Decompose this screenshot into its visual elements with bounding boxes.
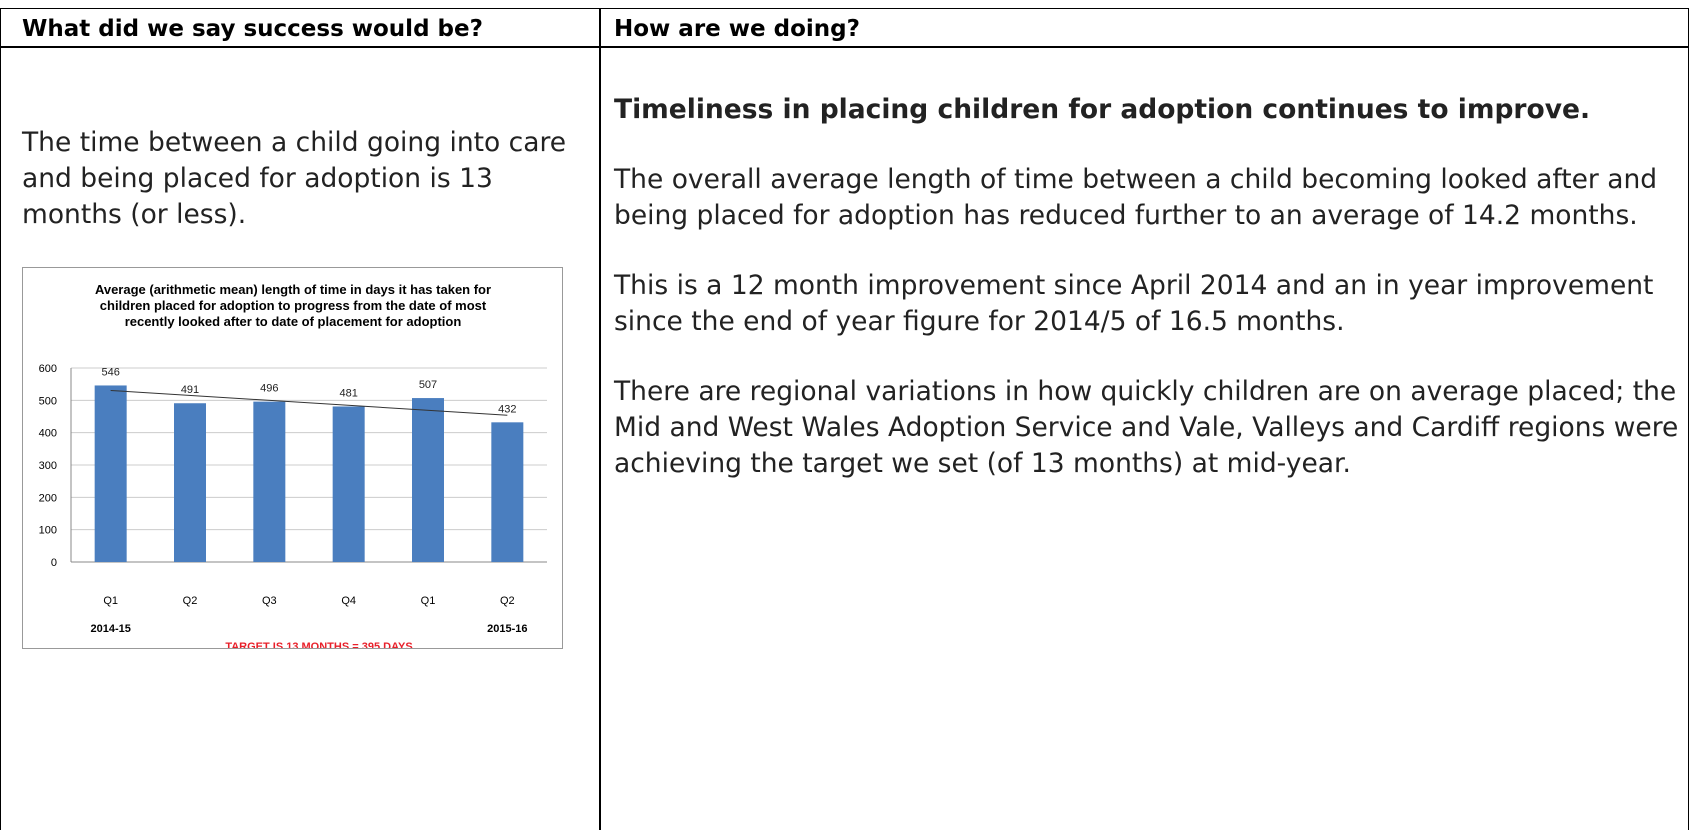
value-label: 496	[260, 383, 278, 395]
x-tick-label: Q1	[421, 595, 436, 607]
value-label: 546	[101, 366, 119, 378]
x-tick-label: Q3	[262, 595, 277, 607]
x-tick-label: Q1	[103, 595, 118, 607]
bar	[94, 385, 127, 562]
y-tick-label: 400	[39, 428, 57, 440]
bar	[491, 422, 524, 562]
paragraph: There are regional variations in how qui…	[614, 376, 1679, 479]
x-tick-label: Q2	[500, 595, 515, 607]
column-divider	[599, 8, 601, 830]
header-cell: What did we say success would be?	[22, 16, 483, 42]
chart-title: Average (arithmetic mean) length of time…	[94, 282, 492, 329]
header-divider	[0, 46, 1689, 48]
value-label: 491	[181, 384, 199, 396]
y-tick-label: 600	[39, 363, 57, 375]
paragraph: This is a 12 month improvement since Apr…	[614, 270, 1654, 337]
chart: 0 100 200 300 400 500 600 546 Q1 2014-15 491 Q2 496 Q…	[39, 363, 547, 648]
bar	[253, 401, 286, 562]
success-text: The time between a child going into care…	[22, 127, 567, 230]
y-tick-label: 200	[39, 492, 57, 504]
x-tick-label: Q2	[183, 595, 198, 607]
bar	[332, 406, 365, 562]
group-label: 2015-16	[487, 623, 527, 635]
group-label: 2014-15	[90, 623, 130, 635]
progress-column: Timeliness in placing children for adopt…	[614, 92, 1684, 516]
value-label: 481	[339, 387, 357, 399]
y-tick-label: 300	[39, 460, 57, 472]
value-label: 432	[498, 403, 516, 415]
annotation: TARGET IS 13 MONTHS = 395 DAYS	[225, 641, 412, 648]
paragraph: The overall average length of time betwe…	[614, 164, 1658, 231]
trend-line	[110, 389, 508, 416]
bar	[174, 403, 206, 562]
progress-heading: Timeliness in placing children for adopt…	[614, 94, 1591, 125]
value-label: 507	[419, 379, 437, 391]
bar	[412, 398, 444, 562]
y-tick-label: 500	[39, 395, 57, 407]
header-cell: How are we doing?	[614, 16, 860, 42]
y-tick-label: 100	[39, 525, 57, 537]
x-tick-label: Q4	[341, 595, 356, 607]
chart-frame: Average (arithmetic mean) length of time…	[22, 267, 563, 649]
y-tick-label: 0	[51, 557, 57, 569]
